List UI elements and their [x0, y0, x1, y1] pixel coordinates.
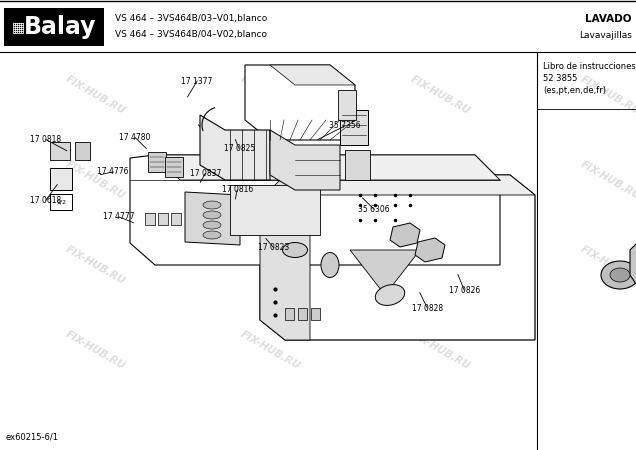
Text: 17 0816: 17 0816 — [221, 185, 253, 194]
Polygon shape — [350, 250, 420, 295]
Text: 17 0823: 17 0823 — [258, 243, 289, 252]
Bar — [345, 150, 370, 180]
Text: 35 6306: 35 6306 — [358, 205, 390, 214]
Bar — [50, 142, 70, 160]
Bar — [158, 213, 168, 225]
Polygon shape — [270, 130, 340, 190]
Text: VS 464 – 3VS464B/03–V01,blanco: VS 464 – 3VS464B/03–V01,blanco — [115, 14, 267, 23]
Ellipse shape — [601, 261, 636, 289]
Polygon shape — [630, 230, 636, 290]
Bar — [145, 213, 155, 225]
Polygon shape — [185, 192, 240, 245]
Text: 17 0825: 17 0825 — [223, 144, 255, 153]
Ellipse shape — [203, 201, 221, 209]
Bar — [4, 8, 104, 46]
Polygon shape — [260, 175, 310, 340]
Text: FIX-HUB.RU: FIX-HUB.RU — [408, 329, 472, 371]
Bar — [50, 194, 72, 210]
Bar — [311, 308, 320, 320]
Ellipse shape — [203, 211, 221, 219]
Text: 17 0828: 17 0828 — [412, 304, 443, 313]
Text: 52 3855: 52 3855 — [543, 74, 577, 83]
Text: FIX-HUB.RU: FIX-HUB.RU — [64, 244, 127, 286]
Text: Balay: Balay — [24, 15, 96, 39]
Polygon shape — [200, 115, 270, 180]
Text: FIX-HUB.RU: FIX-HUB.RU — [238, 244, 301, 286]
Polygon shape — [230, 185, 320, 235]
Text: FIX-HUB.RU: FIX-HUB.RU — [408, 244, 472, 286]
Ellipse shape — [203, 221, 221, 229]
Polygon shape — [245, 65, 355, 140]
Ellipse shape — [375, 284, 404, 306]
Text: FIX-HUB.RU: FIX-HUB.RU — [578, 159, 636, 201]
Text: 17 4777: 17 4777 — [103, 212, 135, 221]
Text: 17 0818: 17 0818 — [31, 135, 61, 144]
Text: ex60215-6/1: ex60215-6/1 — [5, 433, 58, 442]
Ellipse shape — [203, 231, 221, 239]
Bar — [50, 168, 72, 190]
Text: 1/2: 1/2 — [56, 199, 66, 204]
Text: FIX-HUB.RU: FIX-HUB.RU — [64, 159, 127, 201]
Polygon shape — [130, 155, 500, 265]
Text: FIX-HUB.RU: FIX-HUB.RU — [408, 159, 472, 201]
Text: 35 7356: 35 7356 — [329, 122, 361, 130]
Text: FIX-HUB.RU: FIX-HUB.RU — [578, 74, 636, 116]
Text: 17 0837: 17 0837 — [190, 169, 221, 178]
Text: FIX-HUB.RU: FIX-HUB.RU — [408, 74, 472, 116]
Ellipse shape — [282, 243, 307, 257]
Text: FIX-HUB.RU: FIX-HUB.RU — [578, 244, 636, 286]
Text: Libro de instrucciones: Libro de instrucciones — [543, 62, 636, 71]
Text: LAVADO: LAVADO — [586, 14, 632, 24]
Text: Lavavajillas: Lavavajillas — [579, 31, 632, 40]
Text: FIX-HUB.RU: FIX-HUB.RU — [64, 74, 127, 116]
Polygon shape — [260, 175, 535, 340]
Text: FIX-HUB.RU: FIX-HUB.RU — [238, 159, 301, 201]
Text: FIX-HUB.RU: FIX-HUB.RU — [238, 329, 301, 371]
Text: 17 4776: 17 4776 — [97, 167, 129, 176]
Bar — [148, 152, 166, 172]
Bar — [298, 308, 307, 320]
Bar — [340, 110, 368, 145]
Text: 17 0618: 17 0618 — [30, 196, 62, 205]
Bar — [338, 90, 356, 120]
Text: (es,pt,en,de,fr): (es,pt,en,de,fr) — [543, 86, 606, 95]
Text: 17 4780: 17 4780 — [119, 133, 151, 142]
Bar — [171, 213, 181, 225]
Polygon shape — [390, 223, 420, 247]
Text: 17 1377: 17 1377 — [181, 76, 213, 86]
Polygon shape — [415, 238, 445, 262]
Text: ▦: ▦ — [12, 20, 25, 34]
Ellipse shape — [321, 252, 339, 278]
Polygon shape — [270, 65, 355, 85]
Polygon shape — [285, 175, 535, 195]
Polygon shape — [155, 155, 500, 180]
Ellipse shape — [610, 268, 630, 282]
Bar — [165, 157, 183, 177]
Bar — [75, 142, 90, 160]
Text: 17 0826: 17 0826 — [448, 286, 480, 295]
Bar — [285, 308, 294, 320]
Text: FIX-HUB.RU: FIX-HUB.RU — [64, 329, 127, 371]
Text: VS 464 – 3VS464B/04–V02,blanco: VS 464 – 3VS464B/04–V02,blanco — [115, 31, 267, 40]
Text: FIX-HUB.RU: FIX-HUB.RU — [238, 74, 301, 116]
